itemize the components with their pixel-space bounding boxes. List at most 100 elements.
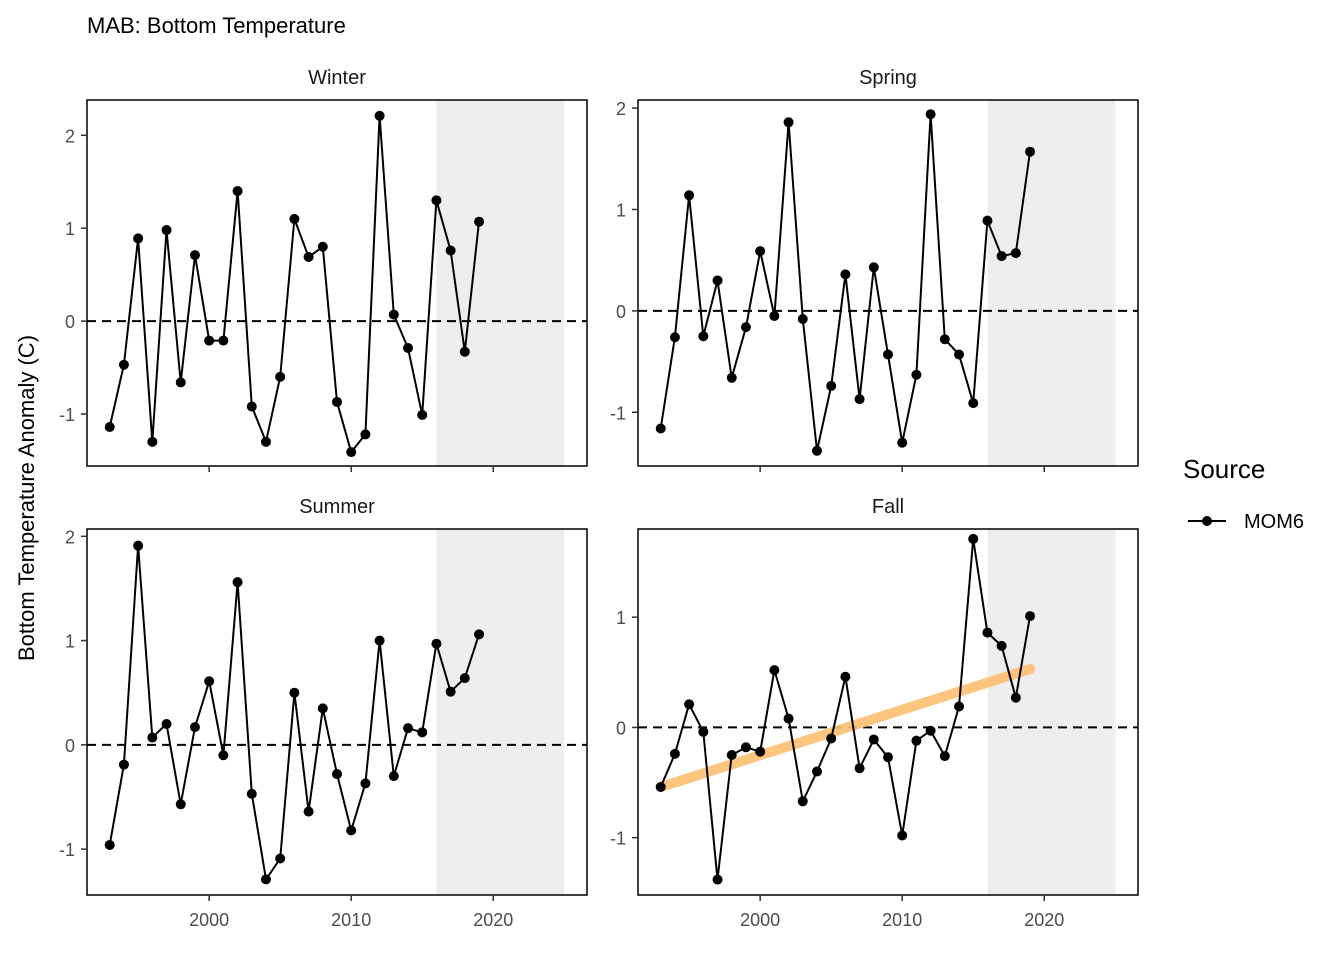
data-point [161,225,172,236]
data-point [246,788,257,799]
x-tick-label: 2010 [882,910,922,930]
data-point [968,533,979,544]
data-point [374,110,385,121]
x-tick-label: 2000 [189,910,229,930]
data-point [346,825,357,836]
panel-border [637,99,1139,467]
data-point [655,781,666,792]
data-point [303,251,314,262]
data-point [403,343,414,354]
data-point [360,778,371,789]
data-point [275,853,286,864]
panel-spring: Spring -1 0 1 2 [610,67,1139,472]
data-point [360,429,371,440]
data-point [104,421,115,432]
data-point [968,398,979,409]
data-point [260,874,271,885]
series-line [108,115,480,455]
data-point [982,627,993,638]
series-line [108,545,480,883]
y-tick-label: 0 [65,736,75,756]
data-point [655,423,666,434]
data-point [854,394,865,405]
y-tick-label: 1 [616,608,626,628]
data-point [811,766,822,777]
y-tick-label: 0 [616,302,626,322]
data-point [1025,146,1036,157]
y-tick-label: 2 [616,99,626,119]
data-point [1010,692,1021,703]
data-point [189,250,200,261]
data-point [868,734,879,745]
data-point [996,251,1007,262]
data-point [755,246,766,257]
data-point [118,359,129,370]
x-tick-label: 2010 [331,910,371,930]
data-point [246,401,257,412]
panel-winter: Winter -1 0 1 2 [59,67,588,472]
data-point [232,186,243,197]
y-tick-label: -1 [59,405,75,425]
data-point [797,796,808,807]
data-point [925,109,936,120]
data-point [303,806,314,817]
data-point [769,665,780,676]
data-point [289,213,300,224]
panel-title: Summer [299,496,375,518]
y-tick-label: 1 [616,200,626,220]
panel-title: Fall [872,496,904,518]
legend-entry-label: MOM6 [1244,511,1304,533]
data-point [289,687,300,698]
data-point [147,732,158,743]
shaded-region [436,529,565,895]
data-point [474,629,485,640]
data-point [684,699,695,710]
data-point [332,396,342,407]
shaded-region [987,529,1116,895]
data-point [175,799,186,810]
x-tick-label: 2020 [1024,910,1064,930]
panel-title: Winter [308,67,366,89]
y-tick-label: 1 [65,219,75,239]
data-point [698,726,709,737]
data-point [669,332,680,343]
data-point [431,195,442,206]
data-point [897,830,908,841]
data-point [346,447,357,458]
data-point [897,437,908,448]
data-point [147,436,158,447]
data-point [939,334,950,345]
data-point [445,686,456,697]
data-point [854,763,865,774]
data-point [218,335,229,346]
y-tick-label: 1 [65,632,75,652]
legend-point-key [1202,516,1212,526]
data-point [939,751,950,762]
data-point [712,275,723,286]
x-tick-label: 2020 [473,910,513,930]
data-point [417,727,428,738]
legend-title: Source [1183,454,1265,484]
shaded-region [436,100,565,466]
data-point [374,635,385,646]
data-point [755,746,766,757]
y-axis-label: Bottom Temperature Anomaly (C) [14,335,39,661]
data-point [840,671,851,682]
data-point [189,722,200,733]
shaded-region [987,100,1116,466]
panel-title: Spring [859,67,917,89]
data-point [474,216,485,227]
data-point [317,703,328,714]
data-point [118,759,129,770]
data-point [1025,611,1036,622]
legend: Source MOM6 [1183,454,1304,533]
panel-border [86,99,588,467]
data-point [868,262,879,273]
data-point [388,309,399,320]
data-point [275,371,286,382]
data-point [317,241,328,252]
data-point [925,725,936,736]
data-point [982,215,993,226]
data-point [911,369,922,380]
data-point [954,349,965,360]
